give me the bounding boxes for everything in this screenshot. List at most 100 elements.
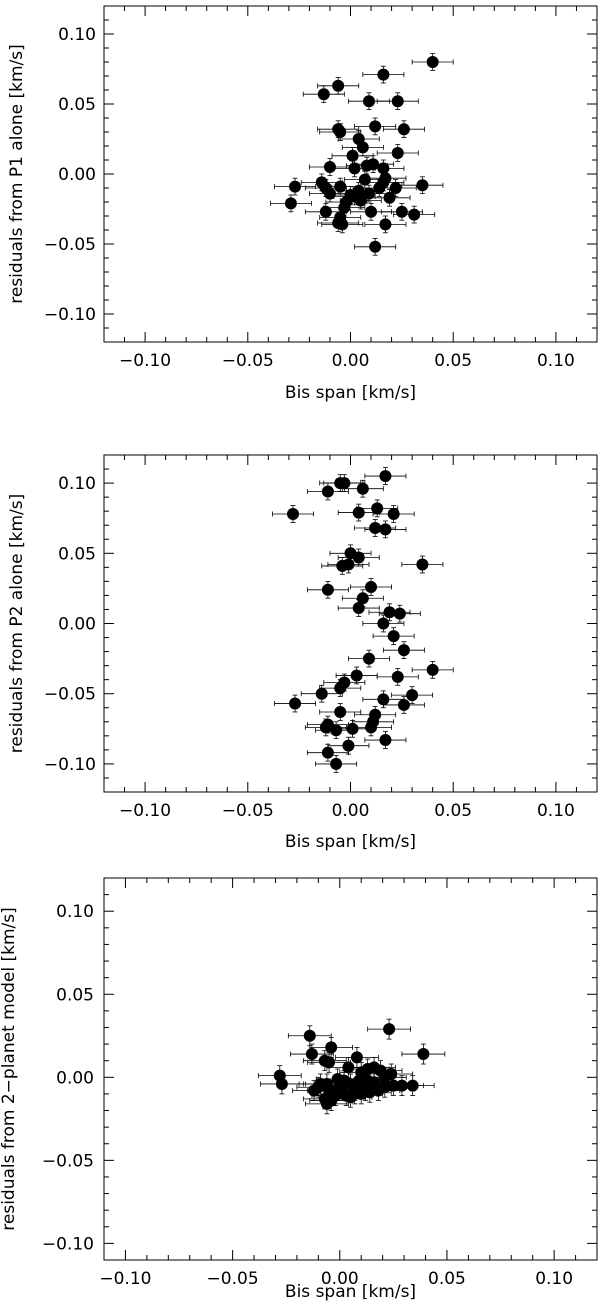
data-point	[364, 731, 407, 749]
data-point	[321, 215, 364, 234]
scatter-marker	[319, 205, 332, 218]
y-tick-label: −0.05	[44, 685, 96, 705]
data-point	[304, 718, 347, 737]
data-point	[309, 158, 351, 176]
data-point	[287, 1025, 332, 1047]
scatter-marker	[377, 68, 390, 81]
scatter-marker	[377, 162, 390, 175]
y-tick-label: 0.10	[56, 902, 94, 922]
x-axis-title: Bis span [km/s]	[285, 832, 416, 852]
scatter-marker	[319, 721, 332, 734]
scatter-marker	[338, 477, 351, 490]
scatter-marker	[365, 580, 378, 593]
scatter-marker	[391, 95, 404, 108]
scatter-marker	[354, 194, 367, 207]
data-point	[382, 120, 425, 139]
scatter-marker	[330, 724, 343, 737]
scatter-marker	[275, 1077, 288, 1090]
data-point	[335, 666, 378, 685]
plot-frame	[103, 5, 598, 343]
x-tick-label: 0.00	[321, 1269, 359, 1289]
data-point	[319, 177, 362, 196]
scatter-marker	[352, 551, 365, 564]
y-axis-title: residuals from 2−planet model [km/s]	[0, 907, 19, 1230]
scatter-marker	[350, 669, 363, 682]
scatter-marker	[416, 558, 429, 571]
scatter-marker	[391, 670, 404, 683]
x-axis-title: Bis span [km/s]	[285, 383, 416, 403]
scatter-marker	[369, 120, 382, 133]
scatter-marker	[387, 507, 400, 520]
data-point	[401, 176, 444, 195]
y-tick-label: −0.05	[44, 235, 96, 255]
y-tick-label: −0.05	[42, 1151, 94, 1171]
data-point	[319, 703, 362, 721]
scatter-marker	[362, 187, 375, 200]
data-point	[350, 578, 392, 596]
data-point	[302, 85, 345, 103]
scatter-marker	[408, 208, 421, 221]
scatter-marker	[379, 218, 392, 231]
scatter-marker	[321, 485, 334, 498]
data-point	[364, 467, 407, 485]
y-tick-label: 0.10	[58, 474, 96, 494]
scatter-marker	[416, 179, 429, 192]
y-tick-label: −0.10	[44, 755, 96, 775]
data-point	[292, 1080, 336, 1101]
data-point	[393, 205, 436, 224]
scatter-marker	[289, 697, 302, 710]
data-point	[364, 215, 407, 234]
chart-panel-p1: −0.10 −0.05 0.00 0.05 0.10 −0.10 −0.05 0.00 0.05…	[7, 5, 598, 403]
x-tick-label: 0.00	[332, 801, 370, 821]
data-point	[362, 65, 405, 84]
scatter-marker	[350, 1051, 363, 1064]
data-point	[362, 159, 405, 178]
scatter-marker	[406, 1079, 419, 1092]
y-axis-title: residuals from P2 alone [km/s]	[7, 494, 27, 754]
x-tick-label: 0.00	[332, 351, 370, 371]
data-point	[367, 1018, 411, 1040]
data-point	[354, 237, 397, 256]
scatter-marker	[321, 746, 334, 759]
scatter-marker	[365, 205, 378, 218]
data-point	[337, 599, 380, 617]
data-point	[348, 649, 390, 668]
y-tick-label: 0.00	[58, 165, 96, 185]
x-tick-label: 0.05	[434, 351, 472, 371]
data-point	[306, 580, 349, 599]
scatter-marker	[342, 739, 355, 752]
x-tick-label: −0.05	[222, 801, 274, 821]
data-point	[274, 694, 316, 713]
data-point	[376, 144, 419, 162]
scatter-marker	[340, 196, 353, 208]
scatter-marker	[323, 161, 336, 173]
x-tick-label: 0.05	[434, 801, 472, 821]
data-point	[391, 686, 434, 704]
data-point	[337, 503, 380, 522]
data-point	[323, 474, 366, 492]
scatter-marker	[395, 205, 408, 218]
scatter-marker	[362, 95, 375, 108]
data-point	[378, 604, 421, 623]
data-point	[350, 202, 392, 221]
scatter-marker	[334, 682, 347, 695]
data-point	[337, 130, 380, 148]
scatter-marker	[365, 721, 378, 734]
data-point	[306, 482, 349, 501]
scatter-marker	[325, 1041, 338, 1054]
scatter-marker	[334, 705, 347, 718]
data-point	[368, 188, 411, 207]
data-point	[348, 92, 390, 110]
scatter-marker	[377, 693, 390, 706]
scatter-marker	[393, 607, 406, 620]
scatter-marker	[377, 617, 390, 630]
data-point	[390, 1075, 435, 1096]
scatter-marker	[369, 240, 382, 253]
scatter-marker	[329, 1089, 342, 1102]
y-tick-label: 0.00	[56, 1068, 94, 1088]
data-point	[325, 193, 368, 211]
data-point	[354, 117, 397, 136]
x-tick-label: −0.10	[99, 1269, 151, 1289]
scatter-marker	[426, 663, 439, 676]
scatter-marker	[289, 180, 302, 193]
